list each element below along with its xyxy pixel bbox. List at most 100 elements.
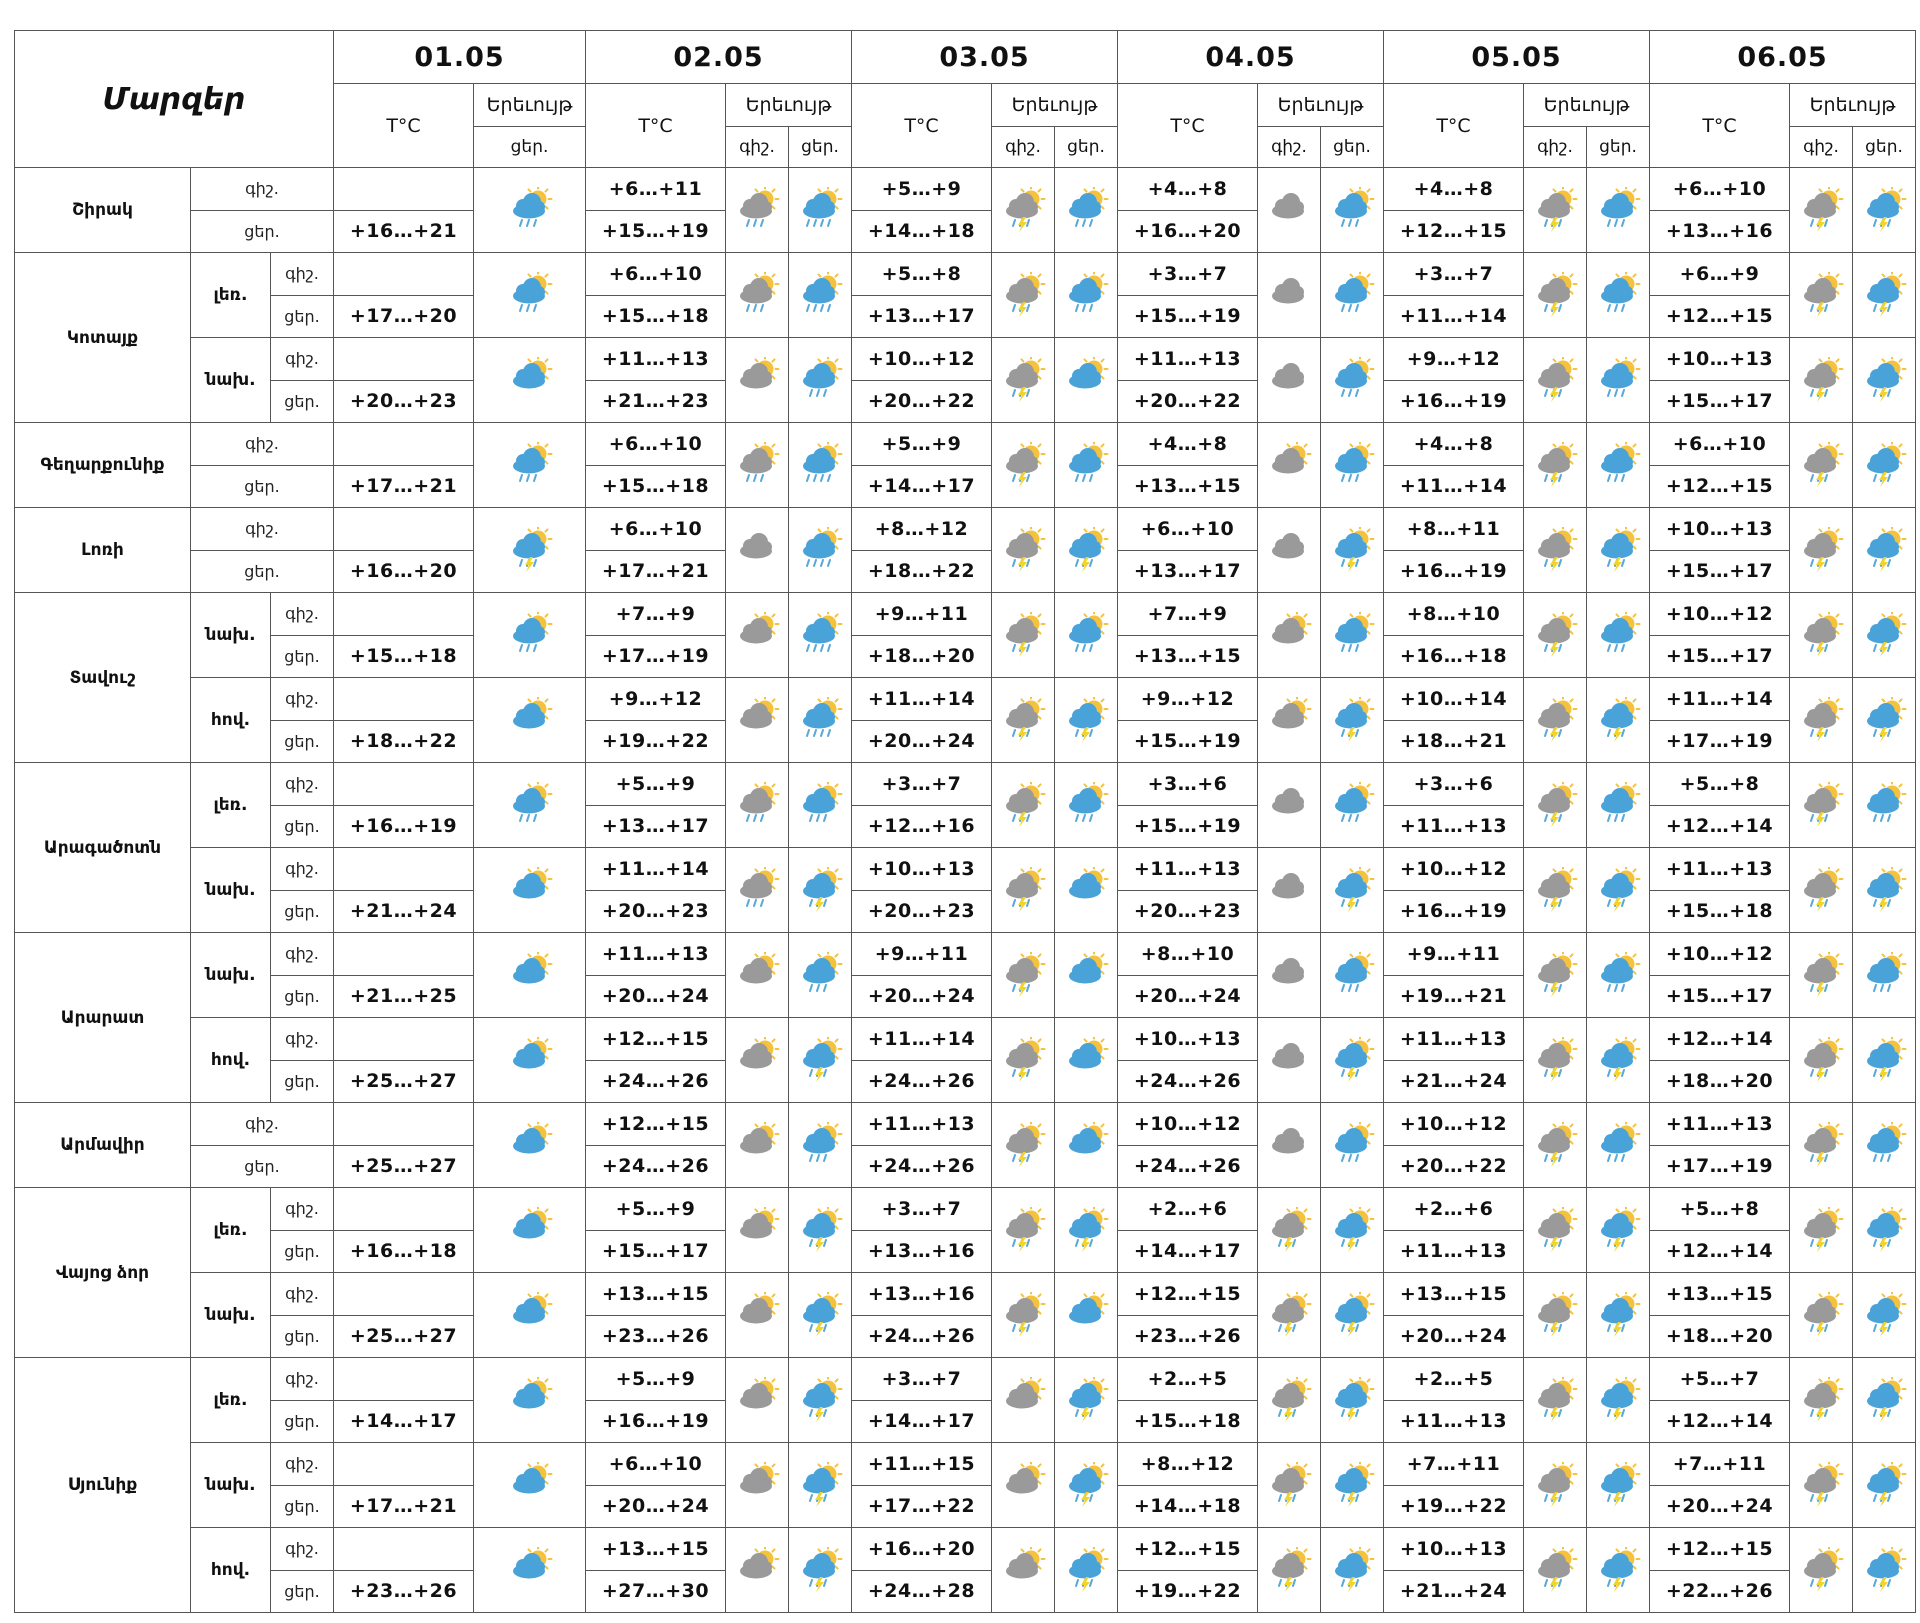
sun-cloud-storm-icon — [1867, 1037, 1907, 1082]
temp-day: +20…+23 — [585, 889, 727, 933]
sun-gray-cloud-storm-icon — [1006, 867, 1046, 912]
sun-gray-cloud-storm-icon — [1538, 1377, 1578, 1422]
phenomenon-header: Երեւույթ — [991, 83, 1119, 127]
weather-icon-cell — [1320, 1017, 1385, 1103]
temp-day: +20…+22 — [1383, 1144, 1525, 1188]
temp-night: +5…+8 — [1649, 1187, 1791, 1231]
weather-icon-cell — [1523, 1272, 1588, 1358]
sun-cloud-storm-icon — [1867, 1462, 1907, 1507]
weather-icon-cell — [1789, 1272, 1854, 1358]
weather-icon-cell — [1257, 1187, 1322, 1273]
sun-cloud-rain-icon — [1069, 442, 1109, 482]
sun-gray-cloud-storm-icon — [1006, 952, 1046, 997]
temp-day: +24…+26 — [585, 1144, 727, 1188]
table-row: Կոտայք լեռ. գիշ. +6…+10 +5…+8 +3…+7 +3…+7 +6…+9 — [14, 252, 1917, 423]
temp-day: +17…+21 — [333, 1484, 475, 1528]
sun-gray-cloud-storm-icon — [1804, 1292, 1844, 1337]
time-of-day-night: գիշ. — [269, 592, 335, 636]
weather-icon-cell — [1852, 167, 1917, 253]
temp-day: +21…+24 — [333, 889, 475, 933]
sun-gray-cloud-storm-icon — [1538, 1122, 1578, 1167]
phenomenon-header: Երեւույթ — [1257, 83, 1385, 127]
sun-gray-cloud-storm-icon — [1804, 1462, 1844, 1507]
temp-night: +6…+11 — [585, 167, 727, 211]
sun-gray-cloud-rain-icon — [740, 187, 780, 227]
sun-gray-cloud-storm-icon — [1538, 952, 1578, 997]
sun-cloud-rain-icon — [1867, 782, 1907, 822]
weather-icon-cell — [1523, 252, 1588, 338]
sun-gray-cloud-icon — [1006, 1462, 1046, 1494]
sun-cloud-storm-icon — [1069, 1207, 1109, 1252]
sun-gray-cloud-rain-icon — [740, 867, 780, 907]
sun-gray-cloud-storm-icon — [1538, 782, 1578, 827]
sun-cloud-icon — [512, 867, 553, 899]
temp-night: +10…+13 — [1383, 1527, 1525, 1571]
weather-icon-cell — [788, 847, 853, 933]
temp-day: +12…+14 — [1649, 804, 1791, 848]
sun-cloud-storm-icon — [1069, 697, 1109, 742]
sun-gray-cloud-storm-icon — [1804, 697, 1844, 742]
sun-gray-cloud-storm-icon — [1538, 1207, 1578, 1252]
weather-icon-cell — [1523, 1102, 1588, 1188]
gray-cloud-icon — [1272, 958, 1305, 984]
temp-night: +6…+10 — [585, 507, 727, 551]
temp-night: +5…+7 — [1649, 1357, 1791, 1401]
temp-header: T°C — [585, 83, 727, 168]
temp-day: +15…+19 — [1117, 294, 1259, 338]
temp-header: T°C — [333, 83, 475, 168]
weather-icon-cell — [1054, 1527, 1119, 1613]
weather-icon-cell — [788, 252, 853, 338]
sun-gray-cloud-storm-icon — [1804, 782, 1844, 827]
weather-icon-cell — [1320, 847, 1385, 933]
weather-icon-cell — [991, 762, 1056, 848]
temp-day: +14…+17 — [333, 1399, 475, 1443]
time-of-day-day: ցեր. — [269, 1314, 335, 1358]
weather-icon-cell — [1789, 337, 1854, 423]
temp-day: +11…+13 — [1383, 1229, 1525, 1273]
sun-cloud-rain-icon — [1335, 1122, 1375, 1162]
temp-day: +15…+18 — [333, 634, 475, 678]
weather-icon-cell — [1852, 762, 1917, 848]
weather-icon-cell — [1054, 847, 1119, 933]
sun-cloud-icon — [512, 357, 553, 389]
weather-icon-cell — [1523, 1357, 1588, 1443]
time-of-day-night: գիշ. — [189, 422, 335, 466]
temp-day: +11…+14 — [1383, 294, 1525, 338]
sun-cloud-storm-icon — [1335, 1547, 1375, 1592]
sun-cloud-heavy-rain-icon — [803, 272, 843, 312]
weather-icon-cell — [1523, 932, 1588, 1018]
temp-night: +11…+13 — [1383, 1017, 1525, 1061]
sun-cloud-icon — [512, 1037, 553, 1069]
weather-icon-cell — [1789, 1527, 1854, 1613]
table-row: ցեր. +25…+27 +23…+26 +24…+26 +23…+26 +20…+24 +… — [15, 1314, 1916, 1358]
temp-day: +23…+26 — [585, 1314, 727, 1358]
temp-night: +5…+9 — [851, 422, 993, 466]
weather-icon-cell — [1789, 507, 1854, 593]
temp-day: +13…+17 — [1117, 549, 1259, 593]
date-header: 04.05 — [1117, 30, 1385, 84]
sun-cloud-storm-icon — [1867, 867, 1907, 912]
weather-icon-cell — [1054, 1187, 1119, 1273]
zone-label: հով. — [190, 677, 271, 763]
sun-cloud-rain-icon — [1867, 952, 1907, 992]
temp-day: +20…+24 — [585, 1484, 727, 1528]
temp-day: +17…+19 — [1649, 1144, 1791, 1188]
table-row: ցեր. +18…+22 +19…+22 +20…+24 +15…+19 +18…+21 +… — [15, 719, 1916, 763]
sun-cloud-rain-icon — [512, 442, 553, 482]
temp-day: +23…+26 — [333, 1569, 475, 1613]
sun-gray-cloud-storm-icon — [1804, 612, 1844, 657]
temp-night: +9…+11 — [1383, 932, 1525, 976]
temp-night: +2…+6 — [1117, 1187, 1259, 1231]
weather-icon-cell — [1257, 507, 1322, 593]
temp-night: +13…+15 — [585, 1272, 727, 1316]
weather-icon-cell — [991, 252, 1056, 338]
temp-night: +3…+7 — [1117, 252, 1259, 296]
time-of-day-day: ցեր. — [269, 1569, 335, 1613]
temp-night: +6…+10 — [585, 422, 727, 466]
sun-cloud-storm-icon — [1601, 1547, 1641, 1592]
sun-gray-cloud-storm-icon — [1804, 357, 1844, 402]
sun-gray-cloud-storm-icon — [1538, 697, 1578, 742]
sun-gray-cloud-storm-icon — [1272, 1292, 1312, 1337]
table-row: նախ. գիշ. +6…+10 +11…+15 +8…+12 +7…+11 +7…+11 — [15, 1442, 1917, 1528]
sun-cloud-storm-icon — [803, 1547, 843, 1592]
